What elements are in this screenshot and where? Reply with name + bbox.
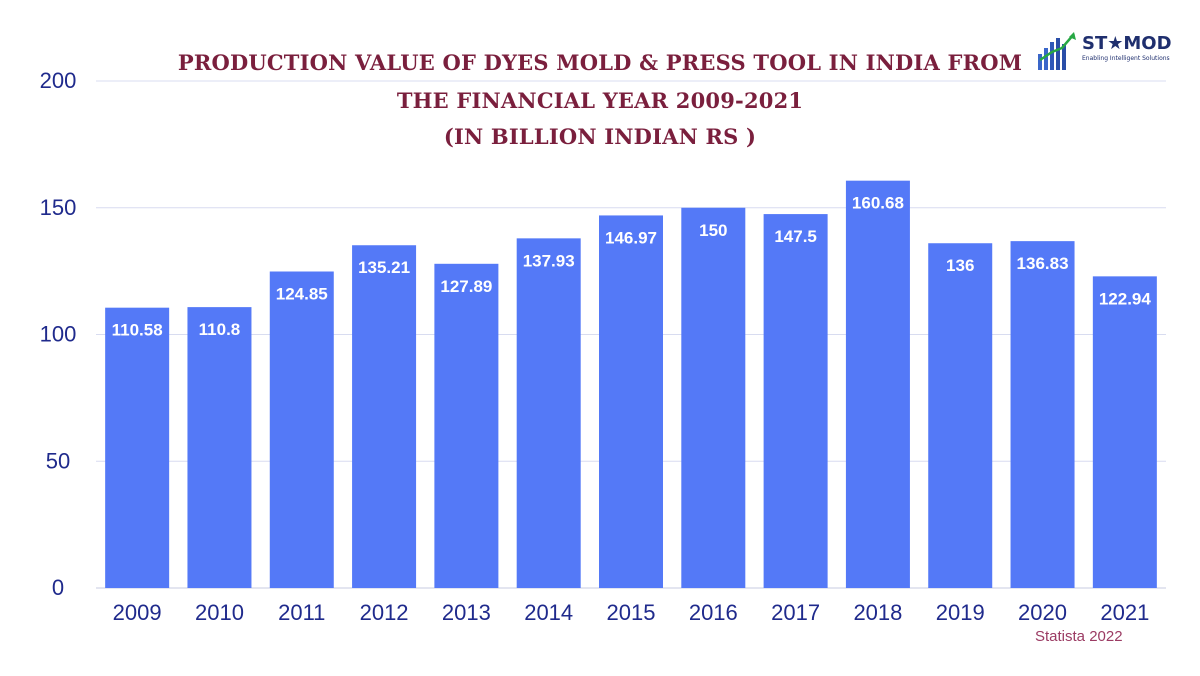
x-tick-label: 2016 [689, 600, 738, 625]
bar [1010, 241, 1075, 588]
y-tick-label: 200 [40, 68, 77, 93]
bar [1092, 276, 1157, 588]
bar-value-label: 124.85 [276, 285, 328, 304]
chart-title-line-3: (IN BILLION INDIAN RS ) [443, 124, 757, 149]
bar [269, 271, 334, 588]
x-tick-label: 2020 [1018, 600, 1067, 625]
bar [599, 215, 663, 589]
logo-tagline: Enabling Intelligent Solutions [1082, 55, 1170, 62]
bar [763, 214, 828, 588]
x-tick-label: 2012 [360, 600, 409, 625]
x-axis-ticks: 2009 2010 2011 2012 2013 2014 2015 2016 2017 2018… [113, 600, 1150, 625]
x-tick-label: 2013 [442, 600, 491, 625]
x-tick-label: 2018 [853, 600, 902, 625]
bars [105, 180, 1157, 589]
bar-value-label: 136 [946, 256, 974, 275]
x-tick-label: 2019 [936, 600, 985, 625]
bar-value-label: 110.58 [112, 321, 163, 340]
y-tick-label: 50 [46, 448, 70, 473]
value-labels: 110.58 110.8 124.85 135.21 127.89 137.93 146.9… [112, 194, 1152, 340]
bar-value-label: 127.89 [440, 277, 492, 296]
bar [434, 263, 499, 588]
x-tick-label: 2014 [524, 600, 573, 625]
bar-value-label: 147.5 [774, 227, 817, 246]
x-tick-label: 2009 [113, 600, 162, 625]
bar-value-label: 136.83 [1017, 254, 1069, 273]
bar [187, 307, 252, 588]
y-tick-label: 100 [40, 322, 77, 347]
x-tick-label: 2015 [607, 600, 656, 625]
x-tick-label: 2010 [195, 600, 244, 625]
bar-value-label: 160.68 [852, 194, 904, 213]
bar-value-label: 150 [699, 221, 727, 240]
chart-title-line-2: THE FINANCIAL YEAR 2009-2021 [396, 88, 804, 113]
logo-bars-icon [1038, 32, 1076, 70]
chart-title-line-1: PRODUCTION VALUE OF DYES MOLD & PRESS TO… [177, 50, 1023, 75]
bar-value-label: 146.97 [605, 228, 657, 247]
bar-value-label: 137.93 [523, 251, 575, 270]
bar-value-label: 135.21 [358, 258, 410, 277]
source-note: Statista 2022 [1035, 628, 1123, 645]
bar-value-label: 122.94 [1099, 289, 1152, 308]
logo-name: ST★MOD [1082, 33, 1172, 54]
bar [845, 180, 910, 588]
stamod-logo: ST★MOD Enabling Intelligent Solutions [1036, 30, 1172, 72]
bar [681, 207, 746, 588]
bar [928, 243, 993, 589]
x-tick-label: 2021 [1100, 600, 1149, 625]
x-tick-label: 2017 [771, 600, 820, 625]
y-tick-label: 150 [40, 195, 77, 220]
bar [105, 307, 170, 588]
x-tick-label: 2011 [278, 600, 325, 625]
y-axis-ticks: 0 50 100 150 200 [40, 68, 77, 600]
bar [352, 245, 417, 588]
bar-value-label: 110.8 [199, 320, 241, 339]
y-tick-label: 0 [52, 575, 64, 600]
bar [516, 238, 581, 588]
